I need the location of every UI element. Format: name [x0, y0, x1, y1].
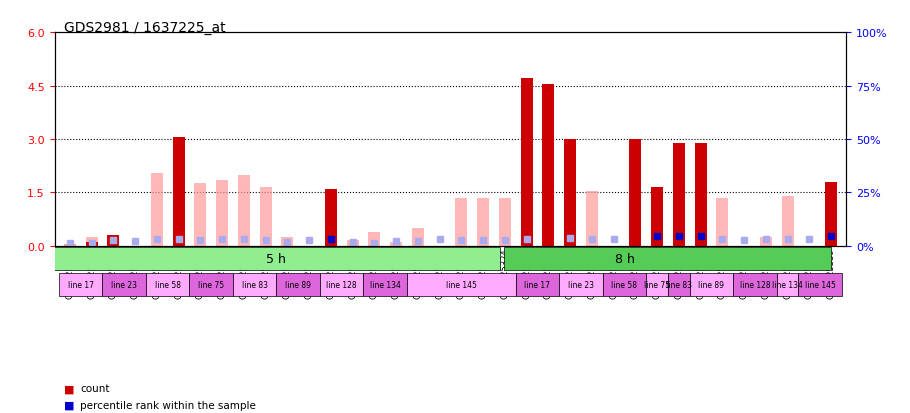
- Bar: [390, 243, 402, 246]
- Text: line 23: line 23: [568, 280, 594, 289]
- Text: line 58: line 58: [612, 280, 637, 289]
- Bar: [825, 182, 837, 246]
- FancyBboxPatch shape: [690, 273, 733, 296]
- Text: line 128: line 128: [740, 280, 770, 289]
- Bar: [521, 79, 532, 246]
- Bar: [586, 191, 598, 246]
- FancyBboxPatch shape: [189, 273, 233, 296]
- Text: line 145: line 145: [804, 280, 835, 289]
- Bar: [107, 235, 119, 246]
- FancyBboxPatch shape: [602, 273, 646, 296]
- Bar: [499, 198, 511, 246]
- FancyBboxPatch shape: [646, 273, 668, 296]
- Bar: [630, 141, 642, 246]
- Text: line 128: line 128: [327, 280, 357, 289]
- Text: line 58: line 58: [155, 280, 181, 289]
- Text: line 75: line 75: [198, 280, 224, 289]
- FancyBboxPatch shape: [733, 273, 777, 296]
- Bar: [694, 143, 706, 246]
- Text: line 17: line 17: [67, 280, 94, 289]
- Bar: [716, 198, 728, 246]
- FancyBboxPatch shape: [798, 273, 842, 296]
- FancyBboxPatch shape: [668, 273, 690, 296]
- FancyBboxPatch shape: [516, 273, 560, 296]
- Bar: [760, 237, 772, 246]
- Text: line 23: line 23: [111, 280, 137, 289]
- Text: 5 h: 5 h: [267, 252, 287, 266]
- FancyBboxPatch shape: [59, 273, 103, 296]
- Bar: [216, 180, 228, 246]
- Bar: [630, 140, 642, 246]
- Text: line 89: line 89: [285, 280, 311, 289]
- FancyBboxPatch shape: [560, 273, 602, 296]
- Bar: [672, 143, 685, 246]
- FancyBboxPatch shape: [146, 273, 189, 296]
- Text: line 83: line 83: [666, 280, 692, 289]
- Bar: [542, 85, 554, 246]
- Text: ■: ■: [64, 400, 75, 410]
- Bar: [86, 243, 97, 246]
- Bar: [325, 189, 337, 246]
- Bar: [173, 175, 185, 246]
- FancyBboxPatch shape: [363, 273, 407, 296]
- Bar: [477, 198, 489, 246]
- Text: percentile rank within the sample: percentile rank within the sample: [80, 400, 256, 410]
- FancyBboxPatch shape: [277, 273, 320, 296]
- Bar: [412, 228, 424, 246]
- Text: GDS2981 / 1637225_at: GDS2981 / 1637225_at: [64, 21, 226, 35]
- Text: line 89: line 89: [699, 280, 724, 289]
- Text: line 75: line 75: [644, 280, 670, 289]
- Bar: [195, 184, 207, 246]
- Bar: [564, 140, 576, 246]
- Bar: [259, 188, 271, 246]
- Text: line 83: line 83: [242, 280, 268, 289]
- Bar: [173, 138, 185, 246]
- Bar: [151, 173, 163, 246]
- FancyBboxPatch shape: [504, 247, 831, 271]
- Bar: [238, 175, 250, 246]
- Bar: [782, 197, 794, 246]
- Text: 8 h: 8 h: [614, 252, 634, 266]
- FancyBboxPatch shape: [320, 273, 363, 296]
- Bar: [455, 198, 468, 246]
- Text: line 134: line 134: [369, 280, 400, 289]
- Text: line 134: line 134: [773, 280, 803, 289]
- FancyBboxPatch shape: [103, 273, 146, 296]
- Text: line 145: line 145: [446, 280, 477, 289]
- FancyBboxPatch shape: [233, 273, 277, 296]
- Text: ■: ■: [64, 383, 75, 393]
- Bar: [86, 237, 97, 246]
- Text: count: count: [80, 383, 109, 393]
- Bar: [281, 237, 293, 246]
- FancyBboxPatch shape: [44, 247, 500, 271]
- FancyBboxPatch shape: [407, 273, 516, 296]
- Bar: [347, 241, 359, 246]
- Bar: [542, 145, 554, 246]
- FancyBboxPatch shape: [777, 273, 798, 296]
- Bar: [651, 188, 663, 246]
- Bar: [64, 244, 76, 246]
- Text: line 17: line 17: [524, 280, 551, 289]
- Bar: [369, 232, 380, 246]
